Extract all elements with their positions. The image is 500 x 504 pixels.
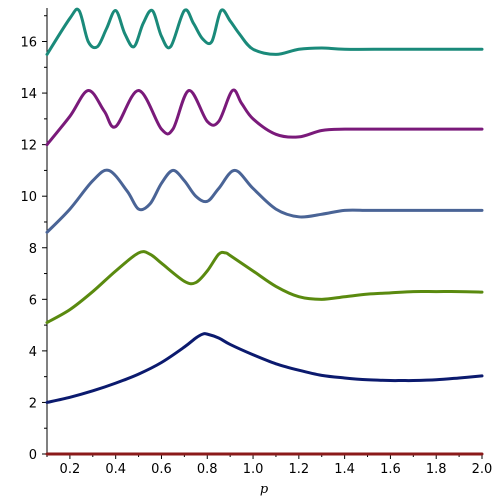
- y-tick-label: 0: [29, 448, 37, 463]
- x-tick-label: 1.4: [334, 462, 355, 477]
- x-tick-label: 0.8: [197, 462, 218, 477]
- x-axis-label: p: [260, 482, 269, 497]
- x-tick-label: 2.0: [472, 462, 493, 477]
- y-tick-label: 12: [20, 139, 37, 154]
- series-line-3: [45, 168, 484, 234]
- series-line-4: [45, 88, 484, 147]
- y-tick-label: 14: [20, 87, 37, 102]
- y-tick-label: 2: [29, 396, 37, 411]
- series-line-2: [45, 250, 484, 325]
- y-tick-label: 8: [29, 242, 37, 257]
- y-tick-label: 6: [29, 293, 37, 308]
- x-tick-label: 1.0: [243, 462, 264, 477]
- x-tick-label: 1.8: [426, 462, 447, 477]
- x-tick-label: 0.6: [151, 462, 172, 477]
- y-tick-label: 16: [20, 36, 37, 51]
- series-layer: [45, 7, 484, 456]
- axes: 0 2 4 6 8 10 12 14 16 0.2 0.4 0.6 0.8 1.0 1.2 1.4 1.6 1.8…: [20, 8, 492, 477]
- x-tick-label: 1.6: [380, 462, 401, 477]
- series-line-5: [45, 7, 484, 56]
- x-tick-label: 0.2: [60, 462, 81, 477]
- series-line-1: [45, 332, 484, 404]
- y-tick-label: 4: [29, 345, 37, 360]
- y-tick-label: 10: [20, 190, 37, 205]
- x-tick-label: 0.4: [105, 462, 126, 477]
- x-tick-label: 1.2: [288, 462, 309, 477]
